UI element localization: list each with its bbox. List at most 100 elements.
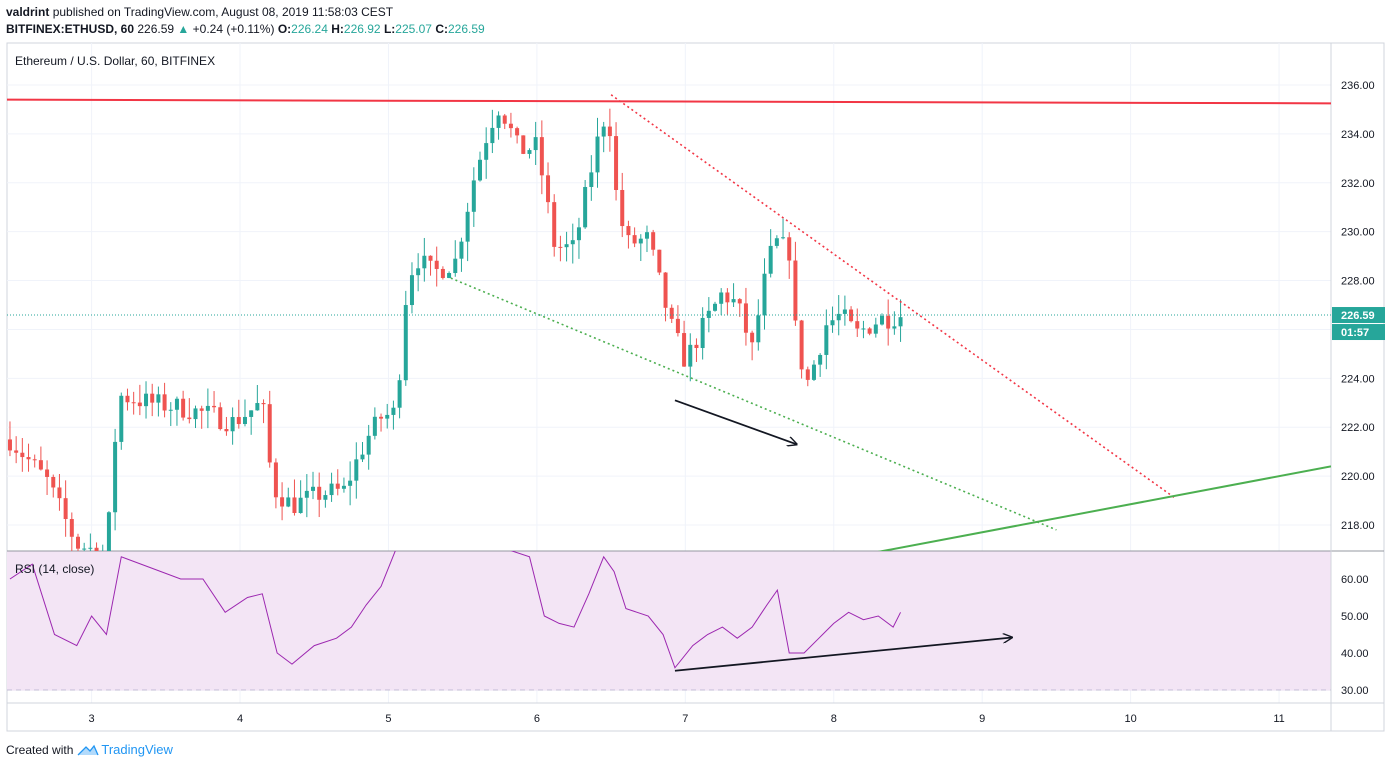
candle-body	[719, 292, 724, 304]
candle-body	[700, 317, 705, 349]
candle-up	[391, 400, 396, 430]
candle-up	[403, 290, 408, 386]
candle-down	[558, 235, 563, 262]
candle-body	[298, 497, 303, 513]
candle-body	[273, 462, 278, 498]
candle-body	[867, 328, 872, 334]
candle-body	[546, 175, 551, 203]
candle-down	[657, 249, 662, 276]
candle-body	[218, 407, 223, 430]
brand-text: TradingView	[101, 742, 173, 757]
time-axis: 3 4 5 6 7 8 9 10 11	[89, 713, 1285, 725]
candle-down	[849, 306, 854, 323]
candle-down	[267, 390, 272, 468]
candle-down	[607, 108, 612, 152]
candle-body	[63, 498, 68, 520]
candle-body	[212, 405, 217, 408]
candle-body	[292, 497, 297, 513]
candle-up	[811, 360, 816, 381]
candle-body	[583, 186, 588, 228]
candle-body	[632, 235, 637, 244]
candle-down	[669, 304, 674, 324]
descending-green-dotted-line	[450, 277, 1057, 531]
candle-body	[861, 328, 866, 330]
author-name[interactable]: valdrint	[6, 5, 50, 19]
candle-down	[539, 120, 544, 195]
candle-up	[496, 111, 501, 140]
candle-body	[267, 404, 272, 463]
candle-up	[447, 271, 452, 279]
candle-body	[428, 255, 433, 261]
rsi-axis: 30.00 40.00 50.00 60.00	[1341, 574, 1369, 697]
price-tick-label: 222.00	[1341, 422, 1375, 434]
candle-up	[595, 117, 600, 188]
candle-up	[768, 229, 773, 278]
candle-body	[682, 333, 687, 367]
candle-down	[26, 443, 31, 472]
candle-body	[787, 237, 792, 261]
price-tick-label: 224.00	[1341, 373, 1375, 385]
candle-down	[855, 308, 860, 337]
candle-up	[156, 386, 161, 417]
candle-body	[570, 240, 575, 245]
candle-body	[644, 232, 649, 239]
candle-body	[465, 211, 470, 242]
time-tick-label: 4	[237, 713, 243, 725]
candle-down	[187, 398, 192, 424]
candle-down	[886, 299, 891, 346]
candle-body	[886, 315, 891, 329]
candle-up	[249, 410, 254, 435]
candle-body	[879, 315, 884, 325]
candle-body	[818, 354, 823, 365]
candle-body	[106, 512, 111, 551]
candle-body	[379, 416, 384, 419]
time-tick-label: 3	[89, 713, 95, 725]
candle-body	[156, 394, 161, 403]
candle-body	[242, 416, 247, 425]
candle-body	[280, 497, 285, 507]
last-price-tag: 226.59	[1341, 310, 1375, 322]
candle-body	[459, 241, 464, 259]
candle-body	[805, 369, 810, 380]
candle-body	[224, 429, 229, 432]
close-label: C:	[435, 22, 448, 36]
candle-body	[849, 309, 854, 322]
footer: Created with TradingView	[6, 742, 173, 757]
tradingview-logo[interactable]: TradingView	[77, 742, 173, 757]
candle-down	[57, 474, 62, 511]
candle-body	[589, 172, 594, 187]
candle-up	[323, 490, 328, 508]
candle-body	[453, 258, 458, 274]
candle-body	[601, 126, 606, 137]
candle-body	[187, 417, 192, 420]
candle-body	[434, 260, 439, 269]
candle-up	[484, 127, 489, 179]
candle-down	[867, 327, 872, 336]
candle-body	[750, 332, 755, 343]
candle-down	[317, 472, 322, 518]
candle-down	[632, 227, 637, 248]
price-tick-label: 236.00	[1341, 80, 1375, 92]
candle-down	[379, 413, 384, 432]
candle-up	[422, 237, 427, 282]
candle-body	[768, 245, 773, 274]
candle-down	[626, 220, 631, 249]
candle-up	[255, 384, 260, 411]
candle-body	[737, 299, 742, 304]
candle-body	[651, 232, 656, 250]
rsi-tick-label: 50.00	[1341, 611, 1369, 623]
candle-body	[824, 325, 829, 355]
created-with-text: Created with	[6, 742, 74, 757]
candle-body	[131, 402, 136, 404]
candle-up	[774, 235, 779, 249]
symbol-label: BITFINEX:ETHUSD, 60	[6, 22, 135, 36]
candle-body	[329, 483, 334, 496]
candle-body	[162, 394, 167, 411]
candle-down	[181, 390, 186, 421]
candle-body	[508, 123, 513, 129]
last-price-tag-bg	[1332, 307, 1385, 324]
candle-up	[416, 253, 421, 292]
candle-up	[576, 217, 581, 259]
candles	[7, 108, 903, 551]
candle-down	[725, 288, 730, 315]
